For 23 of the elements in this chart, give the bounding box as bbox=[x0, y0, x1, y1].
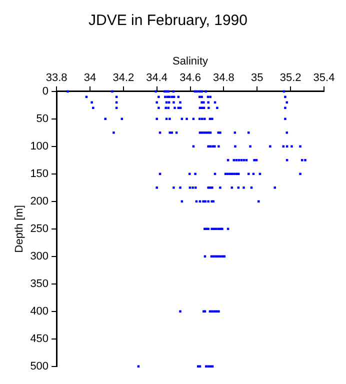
y-tick-label: 500 bbox=[30, 360, 49, 372]
x-tick-label: 35 bbox=[251, 72, 264, 84]
x-tick-label: 34.6 bbox=[180, 72, 201, 84]
y-tick-label: 100 bbox=[30, 140, 49, 152]
x-tick-label: 33.8 bbox=[46, 72, 68, 84]
y-tick-label: 50 bbox=[36, 112, 49, 125]
x-tick-label: 34.8 bbox=[212, 72, 234, 84]
y-tick-label: 150 bbox=[30, 168, 49, 180]
x-axis-title: Salinity bbox=[172, 56, 208, 68]
y-tick-label: 350 bbox=[30, 278, 49, 290]
x-tick-label: 34.2 bbox=[112, 72, 134, 84]
chart-title: JDVE in February, 1990 bbox=[88, 12, 248, 30]
y-axis-title: Depth [m] bbox=[14, 205, 26, 253]
y-tick-label: 300 bbox=[30, 250, 49, 262]
x-tick-label: 35.4 bbox=[313, 72, 335, 84]
x-tick-label: 34.4 bbox=[146, 72, 168, 84]
x-tick-label: 34 bbox=[84, 72, 96, 84]
y-tick-label: 200 bbox=[30, 195, 49, 208]
y-tick-label: 450 bbox=[30, 332, 49, 345]
y-tick-label: 0 bbox=[42, 85, 49, 98]
y-tick-label: 400 bbox=[30, 305, 49, 318]
y-tick-label: 250 bbox=[30, 222, 49, 235]
x-tick-label: 35.2 bbox=[280, 72, 302, 84]
